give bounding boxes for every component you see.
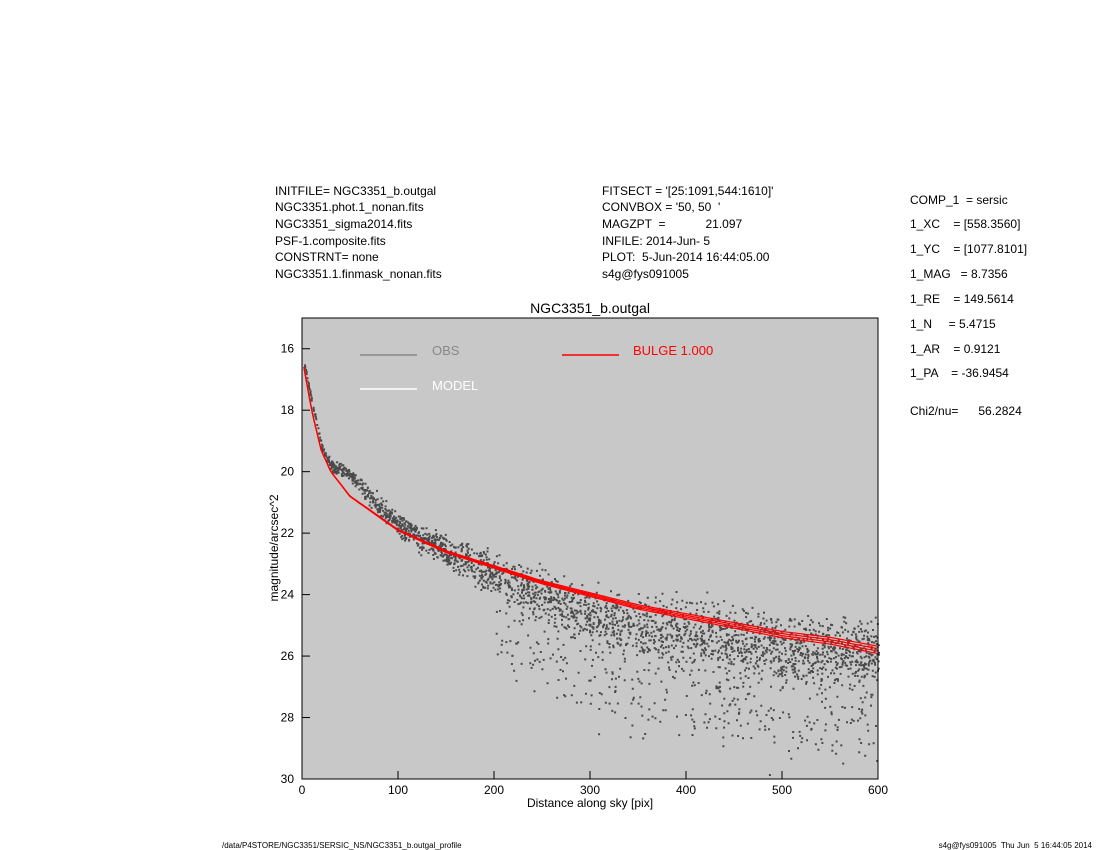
legend: OBS MODEL BULGE 1.000 bbox=[360, 343, 713, 393]
x-tick-label-100: 100 bbox=[388, 783, 408, 797]
param-re: 1_RE = 149.5614 bbox=[910, 292, 1014, 306]
x-tick-label-300: 300 bbox=[580, 783, 600, 797]
param-pa: 1_PA = -36.9454 bbox=[910, 366, 1009, 380]
convbox-line: CONVBOX = '50, 50 ' bbox=[602, 200, 721, 214]
param-xc: 1_XC = [558.3560] bbox=[910, 217, 1021, 231]
magzpt-line: MAGZPT = 21.097 bbox=[602, 217, 743, 231]
y-axis: 16 18 20 22 24 26 28 30 bbox=[281, 342, 310, 786]
user-host-line: s4g@fys091005 bbox=[602, 267, 689, 281]
plot-date-line: PLOT: 5-Jun-2014 16:44:05.00 bbox=[602, 250, 770, 264]
param-comp: COMP_1 = sersic bbox=[910, 193, 1008, 207]
initfile-line: INITFILE= NGC3351_b.outgal bbox=[275, 184, 437, 198]
infile-line: INFILE: 2014-Jun- 5 bbox=[602, 234, 711, 248]
y-axis-label: magnitude/arcsec^2 bbox=[267, 494, 281, 601]
psf-file-line: PSF-1.composite.fits bbox=[275, 234, 386, 248]
bulge-line-3 bbox=[303, 367, 878, 654]
x-tick-label-0: 0 bbox=[299, 783, 306, 797]
mask-file-line: NGC3351.1.finmask_nonan.fits bbox=[275, 267, 442, 281]
constraint-line: CONSTRNT= none bbox=[275, 250, 379, 264]
bulge-curve bbox=[303, 367, 878, 654]
y-tick-label-22: 22 bbox=[281, 526, 295, 540]
y-tick-label-20: 20 bbox=[281, 465, 295, 479]
sigma-file-line: NGC3351_sigma2014.fits bbox=[275, 217, 413, 231]
footer-stamp: s4g@fys091005 Thu Jun 5 16:44:05 2014 bbox=[938, 841, 1092, 850]
legend-obs-label: OBS bbox=[432, 343, 460, 358]
param-yc: 1_YC = [1077.8101] bbox=[910, 242, 1028, 256]
phot-file-line: NGC3351.phot.1_nonan.fits bbox=[275, 200, 424, 214]
x-axis: 0 100 200 300 400 500 600 bbox=[299, 771, 888, 797]
x-axis-label: Distance along sky [pix] bbox=[527, 796, 653, 810]
y-tick-label-28: 28 bbox=[281, 711, 295, 725]
x-tick-label-400: 400 bbox=[676, 783, 696, 797]
y-tick-label-16: 16 bbox=[281, 342, 295, 356]
chart-title: NGC3351_b.outgal bbox=[530, 300, 650, 316]
x-tick-label-500: 500 bbox=[772, 783, 792, 797]
legend-model-label: MODEL bbox=[432, 378, 478, 393]
param-n: 1_N = 5.4715 bbox=[910, 317, 996, 331]
legend-bulge-label: BULGE 1.000 bbox=[633, 343, 713, 358]
y-tick-label-24: 24 bbox=[281, 588, 295, 602]
y-tick-label-18: 18 bbox=[281, 403, 295, 417]
plot-area bbox=[302, 318, 878, 779]
param-mag: 1_MAG = 8.7356 bbox=[910, 267, 1008, 281]
chi2-value: Chi2/nu= 56.2824 bbox=[910, 404, 1022, 418]
footer-path: /data/P4STORE/NGC3351/SERSIC_NS/NGC3351_… bbox=[222, 841, 462, 850]
param-ar: 1_AR = 0.9121 bbox=[910, 342, 1001, 356]
x-tick-label-600: 600 bbox=[868, 783, 888, 797]
x-tick-label-200: 200 bbox=[484, 783, 504, 797]
y-tick-label-30: 30 bbox=[281, 772, 295, 786]
y-tick-label-26: 26 bbox=[281, 649, 295, 663]
fitsect-line: FITSECT = '[25:1091,544:1610]' bbox=[602, 184, 774, 198]
